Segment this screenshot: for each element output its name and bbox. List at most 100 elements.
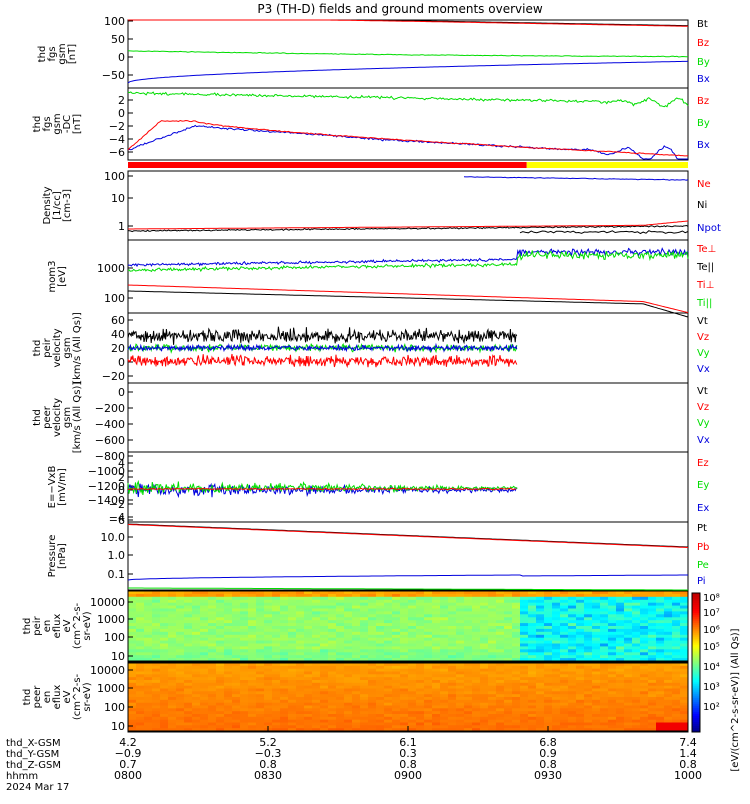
spectrogram-cell [176,640,185,644]
spectrogram-cell [672,725,681,729]
spectrogram-cell [128,697,137,701]
spectrogram-cell [288,697,297,701]
spectrogram-cell [200,652,209,656]
spectrogram-cell [416,722,425,726]
spectrogram-cell [512,668,521,672]
spectrogram-cell [360,611,369,615]
spectrogram-cell [360,649,369,653]
spectrogram-cell [368,631,377,636]
spectrogram-cell [328,617,337,621]
spectrogram-cell [256,626,265,630]
spectrogram-cell [456,596,465,601]
spectrogram-cell [344,620,353,624]
spectrogram-cell [488,705,497,709]
y-tick-label: 1000 [97,613,125,626]
spectrogram-cell [664,688,673,692]
spectrogram-cell [136,637,145,641]
spectrogram-cell [192,694,201,698]
spectrogram-cell [176,658,185,662]
spectrogram-cell [496,655,505,659]
spectrogram-cell [312,674,321,678]
legend-entry: Vx [697,435,710,446]
spectrogram-cell [392,677,401,681]
spectrogram-cell [600,655,609,659]
spectrogram-cell [168,708,177,712]
series-bz [128,19,689,27]
spectrogram-cell [544,591,553,595]
spectrogram-cell [200,688,209,692]
spectrogram-cell [440,599,449,604]
spectrogram-cell [320,631,329,636]
spectrogram-cell [368,719,377,723]
spectrogram-cell [232,677,241,681]
y-tick-label: 1000 [97,682,125,695]
legend-entry: Te⊥ [696,244,716,255]
spectrogram-cell [152,655,161,659]
spectrogram-cell [592,637,601,641]
spectrogram-cell [648,655,657,659]
spectrogram-cell [496,591,505,595]
colorbar-cell [692,638,700,642]
spectrogram-cell [328,637,337,641]
colorbar-cell [692,646,700,650]
spectrogram-cell [176,608,185,612]
spectrogram-cell [416,620,425,624]
spectrogram-cell [360,711,369,715]
spectrogram-cell [288,716,297,720]
spectrogram-cell [568,658,577,662]
series-pb [127,524,689,548]
y-tick-label: 10000 [90,596,125,609]
spectrogram-cell [368,674,377,678]
spectrogram-cell [328,599,337,604]
spectrogram-cell [664,646,673,650]
spectrogram-cell [504,658,513,662]
spectrogram-cell [312,668,321,672]
spectrogram-cell [624,617,633,621]
spectrogram-cell [384,691,393,695]
spectrogram-cell [424,637,433,641]
spectrogram-cell [472,617,481,621]
spectrogram-cell [448,614,457,618]
spectrogram-cell [352,646,361,650]
spectrogram-cell [128,719,137,723]
spectrogram-cell [528,620,537,624]
spectrogram-cell [464,599,473,604]
spectrogram-cell [136,628,145,633]
spectrogram-cell [344,628,353,633]
spectrogram-cell [576,649,585,653]
spectrogram-cell [680,596,689,601]
spectrogram-cell [496,596,505,601]
y-tick-label: 20 [111,342,125,355]
spectrogram-cell [600,605,609,609]
spectrogram-cell [304,708,313,712]
spectrogram-cell [424,665,433,669]
spectrogram-cell [408,637,417,641]
spectrogram-cell [288,663,297,667]
y-tick-label: 10 [111,650,125,663]
spectrogram-cell [184,646,193,650]
spectrogram-cell [624,608,633,612]
spectrogram-cell [640,608,649,612]
y-axis-label: eflux [52,685,63,710]
spectrogram-cell [176,634,185,639]
spectrogram-cell [584,599,593,604]
spectrogram-cell [176,697,185,701]
y-tick-label: −2 [109,498,125,511]
spectrogram-cell [312,711,321,715]
colorbar-cell [692,608,700,612]
spectrogram-cell [432,680,441,684]
spectrogram-cell [408,685,417,689]
spectrogram-cell [680,649,689,653]
spectrogram-cell [136,614,145,618]
spectrogram-cell [624,682,633,686]
spectrogram-cell [176,623,185,627]
spectrogram-cell [240,725,249,729]
spectrogram-cell [336,634,345,639]
spectrogram-cell [264,688,273,692]
spectrogram-cell [256,643,265,647]
spectrogram-cell [424,725,433,729]
spectrogram-cell [368,658,377,662]
spectrogram-cell [528,691,537,695]
spectrogram-cell [672,711,681,715]
spectrogram-cell [320,714,329,718]
